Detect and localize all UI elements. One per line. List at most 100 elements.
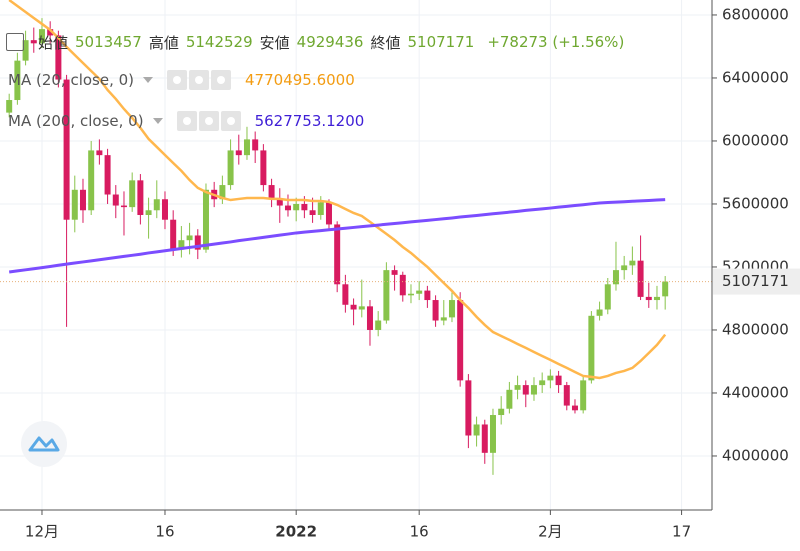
settings-icon[interactable] [198, 111, 219, 131]
candle-body [317, 202, 324, 215]
grid [0, 0, 712, 510]
candle-body [514, 385, 521, 390]
candle-body [71, 189, 78, 220]
candle-body [309, 210, 316, 215]
ma-legend: MA (200, close, 0) 5627753.1200 [8, 109, 371, 133]
candle-body [448, 300, 455, 318]
candle-body [432, 300, 439, 321]
candle-body [235, 150, 242, 156]
candle-body [88, 150, 95, 211]
candle-body [284, 205, 291, 211]
candle-body [621, 265, 628, 271]
ma-value: 5627753.1200 [254, 112, 365, 130]
candle-body [571, 405, 578, 411]
candle-body [325, 202, 332, 225]
dropdown-arrow[interactable] [143, 77, 154, 83]
candle-body [268, 185, 275, 200]
candle-body [645, 296, 652, 301]
eye-icon[interactable] [176, 111, 197, 131]
change-value: +78273 (+1.56%) [487, 33, 625, 51]
candle-body [489, 415, 496, 453]
x-tick-label: 2022 [275, 523, 317, 541]
candle-body [47, 29, 54, 36]
eye-icon[interactable] [167, 70, 188, 90]
collapse-icon[interactable] [6, 33, 24, 51]
plot-area [0, 0, 712, 475]
candle-body [530, 385, 537, 395]
candle-body [129, 180, 136, 208]
last-price-label: 5107171 [722, 272, 789, 290]
candle-body [522, 385, 529, 395]
candle-body [178, 240, 185, 250]
legend-entry: MA (200, close, 0) [8, 112, 144, 130]
y-tick-label: 4400000 [722, 383, 789, 401]
y-tick-label: 5600000 [722, 194, 789, 212]
candle-body [358, 306, 365, 310]
candle-body [260, 150, 267, 186]
candle-body [202, 189, 209, 250]
candle-body [653, 296, 660, 301]
y-tick-label: 6400000 [722, 68, 789, 86]
y-tick-label: 6000000 [722, 131, 789, 149]
candle-body [391, 270, 398, 275]
candle-body [498, 408, 505, 416]
candle-body [161, 199, 168, 220]
candle-body [342, 284, 349, 305]
candle-body [104, 155, 111, 195]
low-label: 安値 [259, 33, 290, 52]
candle-body [350, 304, 357, 310]
axes: 4000000440000048000005200000560000060000… [25, 5, 800, 541]
ma-line [8, 0, 667, 380]
candle-body [120, 205, 127, 208]
candle-body [629, 260, 636, 266]
candle-body [219, 185, 226, 200]
open-value: 5013457 [75, 33, 142, 51]
candle-body [96, 150, 103, 156]
candle-body [481, 424, 488, 453]
ohlc-legend: 始値 5013457 高値 5142529 安値 4929436 終値 5107171 … [6, 30, 631, 54]
dropdown-arrow[interactable] [152, 118, 163, 124]
candle-body [366, 306, 373, 330]
low-value: 4929436 [296, 33, 364, 51]
x-tick-label: 17 [672, 523, 691, 541]
close-icon[interactable] [211, 70, 232, 90]
candle-body [252, 139, 259, 151]
candle-body [153, 199, 160, 211]
candle-body [79, 189, 86, 211]
candle-body [604, 284, 611, 310]
settings-icon[interactable] [189, 70, 210, 90]
ma-legend: MA (20, close, 0) 4770495.6000 [8, 68, 362, 92]
candle-body [539, 380, 546, 386]
candle-body [301, 203, 308, 211]
candle-body [145, 210, 152, 215]
close-value: 5107171 [407, 33, 475, 51]
candle-body [580, 380, 587, 411]
ma-value: 4770495.6000 [245, 71, 355, 89]
y-tick-label: 4800000 [722, 320, 789, 338]
candle-body [506, 389, 513, 409]
high-value: 5142529 [185, 33, 253, 51]
candle-body [293, 203, 300, 211]
candle-body [14, 60, 21, 101]
candle-body [38, 29, 45, 44]
logo [21, 421, 67, 467]
candle-body [612, 270, 619, 285]
candle-body [227, 150, 234, 186]
ma-line [8, 198, 666, 274]
candle-body [383, 270, 390, 321]
x-tick-label: 16 [155, 523, 174, 541]
candle-body [637, 260, 644, 297]
candle-body [399, 274, 406, 296]
close-icon[interactable] [220, 111, 241, 131]
candle-body [30, 40, 37, 44]
candle-body [112, 194, 119, 206]
x-tick-label: 2月 [538, 523, 563, 541]
candle-body [276, 199, 283, 206]
candle-body [440, 317, 447, 321]
candle-body [63, 79, 70, 220]
candle-body [186, 235, 193, 241]
high-label: 高値 [148, 33, 179, 52]
x-tick-label: 16 [410, 523, 429, 541]
candle-body [194, 235, 201, 250]
